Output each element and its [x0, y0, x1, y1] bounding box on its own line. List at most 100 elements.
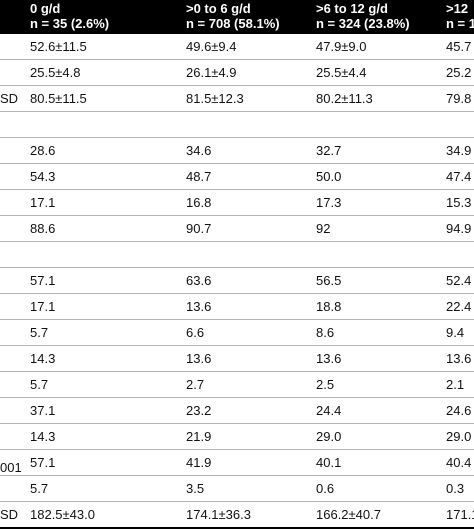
- table-cell: 63.6: [186, 273, 212, 288]
- table-cell: 13.6: [446, 351, 472, 366]
- table-cell: 24.4: [316, 403, 342, 418]
- table-row: SD 182.5±43.0 174.1±36.3 166.2±40.7 171.1: [0, 502, 474, 529]
- table-row: 17.1 16.8 17.3 15.3: [0, 190, 474, 216]
- table-row: 52.6±11.5 49.6±9.4 47.9±9.0 45.7: [0, 34, 474, 60]
- table-footnote: 001: [0, 460, 22, 475]
- table-row: 37.1 23.2 24.4 24.6: [0, 398, 474, 424]
- table-row: 5.7 3.5 0.6 0.3: [0, 476, 474, 502]
- table-cell: 40.4: [446, 455, 472, 470]
- table-cell: 80.5±11.5: [30, 91, 87, 106]
- column-header-count: n = 35 (2.6%): [30, 16, 110, 31]
- table-cell: 48.7: [186, 169, 212, 184]
- table-cell: 47.4: [446, 169, 472, 184]
- table-cell: 2.7: [186, 377, 205, 392]
- column-header-title: >6 to 12 g/d: [316, 1, 388, 16]
- column-header-title: 0 g/d: [30, 1, 61, 16]
- table-cell: 52.4: [446, 273, 472, 288]
- column-header-count: n = 19: [446, 16, 474, 31]
- table-row: SD 80.5±11.5 81.5±12.3 80.2±11.3 79.8: [0, 86, 474, 112]
- table-cell: 40.1: [316, 455, 342, 470]
- table-cell: 17.1: [30, 299, 56, 314]
- table-cell: 45.7: [446, 39, 472, 54]
- row-label: SD: [0, 507, 19, 522]
- table-row: 5.7 2.7 2.5 2.1: [0, 372, 474, 398]
- column-header-title: >12: [446, 1, 469, 16]
- table-cell: 171.1: [446, 507, 474, 522]
- table-cell: 3.5: [186, 481, 205, 496]
- column-header-over-12g: >12 n = 19: [446, 0, 474, 31]
- table-cell: 15.3: [446, 195, 472, 210]
- column-header-0g: 0 g/d n = 35 (2.6%): [30, 0, 109, 31]
- table-row: [0, 242, 474, 268]
- table-cell: 37.1: [30, 403, 56, 418]
- table-cell: 34.6: [186, 143, 212, 158]
- table-cell: 5.7: [30, 325, 49, 340]
- table-cell: 81.5±12.3: [186, 91, 244, 106]
- table-cell: 32.7: [316, 143, 342, 158]
- table-cell: 34.9: [446, 143, 472, 158]
- table-cell: 92: [316, 221, 331, 236]
- table-cell: 16.8: [186, 195, 212, 210]
- table-cell: 28.6: [30, 143, 56, 158]
- table-row: 14.3 13.6 13.6 13.6: [0, 346, 474, 372]
- table-cell: 182.5±43.0: [30, 507, 95, 522]
- row-label: SD: [0, 91, 19, 106]
- table-cell: 17.3: [316, 195, 342, 210]
- table-cell: 0.3: [446, 481, 465, 496]
- table-cell: 26.1±4.9: [186, 65, 237, 80]
- table-cell: 25.5±4.4: [316, 65, 367, 80]
- table-cell: 25.5±4.8: [30, 65, 81, 80]
- table-row: 17.1 13.6 18.8 22.4: [0, 294, 474, 320]
- table-cell: 47.9±9.0: [316, 39, 367, 54]
- table-cell: 13.6: [186, 299, 212, 314]
- table-cell: 14.3: [30, 429, 56, 444]
- table-row: 54.3 48.7 50.0 47.4: [0, 164, 474, 190]
- table-cell: 57.1: [30, 273, 56, 288]
- table-cell: 9.4: [446, 325, 465, 340]
- table-cell: 50.0: [316, 169, 342, 184]
- table-cell: 166.2±40.7: [316, 507, 381, 522]
- table-row: 57.1 41.9 40.1 40.4: [0, 450, 474, 476]
- table-row: [0, 112, 474, 138]
- table-cell: 13.6: [316, 351, 342, 366]
- table-row: 5.7 6.6 8.6 9.4: [0, 320, 474, 346]
- table-cell: 2.5: [316, 377, 335, 392]
- column-header-count: n = 708 (58.1%): [186, 16, 280, 31]
- table-cell: 5.7: [30, 481, 49, 496]
- table-header: 0 g/d n = 35 (2.6%) >0 to 6 g/d n = 708 …: [0, 0, 474, 34]
- table-cell: 29.0: [446, 429, 472, 444]
- column-header-0-6g: >0 to 6 g/d n = 708 (58.1%): [186, 0, 280, 31]
- column-header-count: n = 324 (23.8%): [316, 16, 410, 31]
- table-row: 25.5±4.8 26.1±4.9 25.5±4.4 25.2: [0, 60, 474, 86]
- table-cell: 80.2±11.3: [316, 91, 373, 106]
- table-cell: 2.1: [446, 377, 465, 392]
- table-cell: 6.6: [186, 325, 205, 340]
- table-row: 57.1 63.6 56.5 52.4: [0, 268, 474, 294]
- table-row: 14.3 21.9 29.0 29.0: [0, 424, 474, 450]
- table-cell: 54.3: [30, 169, 56, 184]
- table-cell: 8.6: [316, 325, 335, 340]
- table-cell: 17.1: [30, 195, 56, 210]
- column-header-title: >0 to 6 g/d: [186, 1, 251, 16]
- column-header-6-12g: >6 to 12 g/d n = 324 (23.8%): [316, 0, 410, 31]
- table-cell: 22.4: [446, 299, 472, 314]
- table-cell: 94.9: [446, 221, 472, 236]
- table-cell: 13.6: [186, 351, 212, 366]
- table-cell: 29.0: [316, 429, 342, 444]
- table-cell: 5.7: [30, 377, 49, 392]
- table-cell: 174.1±36.3: [186, 507, 251, 522]
- table-cell: 25.2: [446, 65, 472, 80]
- table-cell: 49.6±9.4: [186, 39, 237, 54]
- table-cell: 18.8: [316, 299, 342, 314]
- table-cell: 52.6±11.5: [30, 39, 87, 54]
- table-cell: 0.6: [316, 481, 335, 496]
- table-cell: 23.2: [186, 403, 212, 418]
- table-cell: 14.3: [30, 351, 56, 366]
- table-cell: 90.7: [186, 221, 212, 236]
- table-cell: 21.9: [186, 429, 212, 444]
- table-cell: 79.8: [446, 91, 472, 106]
- table-cell: 56.5: [316, 273, 342, 288]
- table-cell: 41.9: [186, 455, 212, 470]
- table-row: 88.6 90.7 92 94.9: [0, 216, 474, 242]
- table-cell: 57.1: [30, 455, 56, 470]
